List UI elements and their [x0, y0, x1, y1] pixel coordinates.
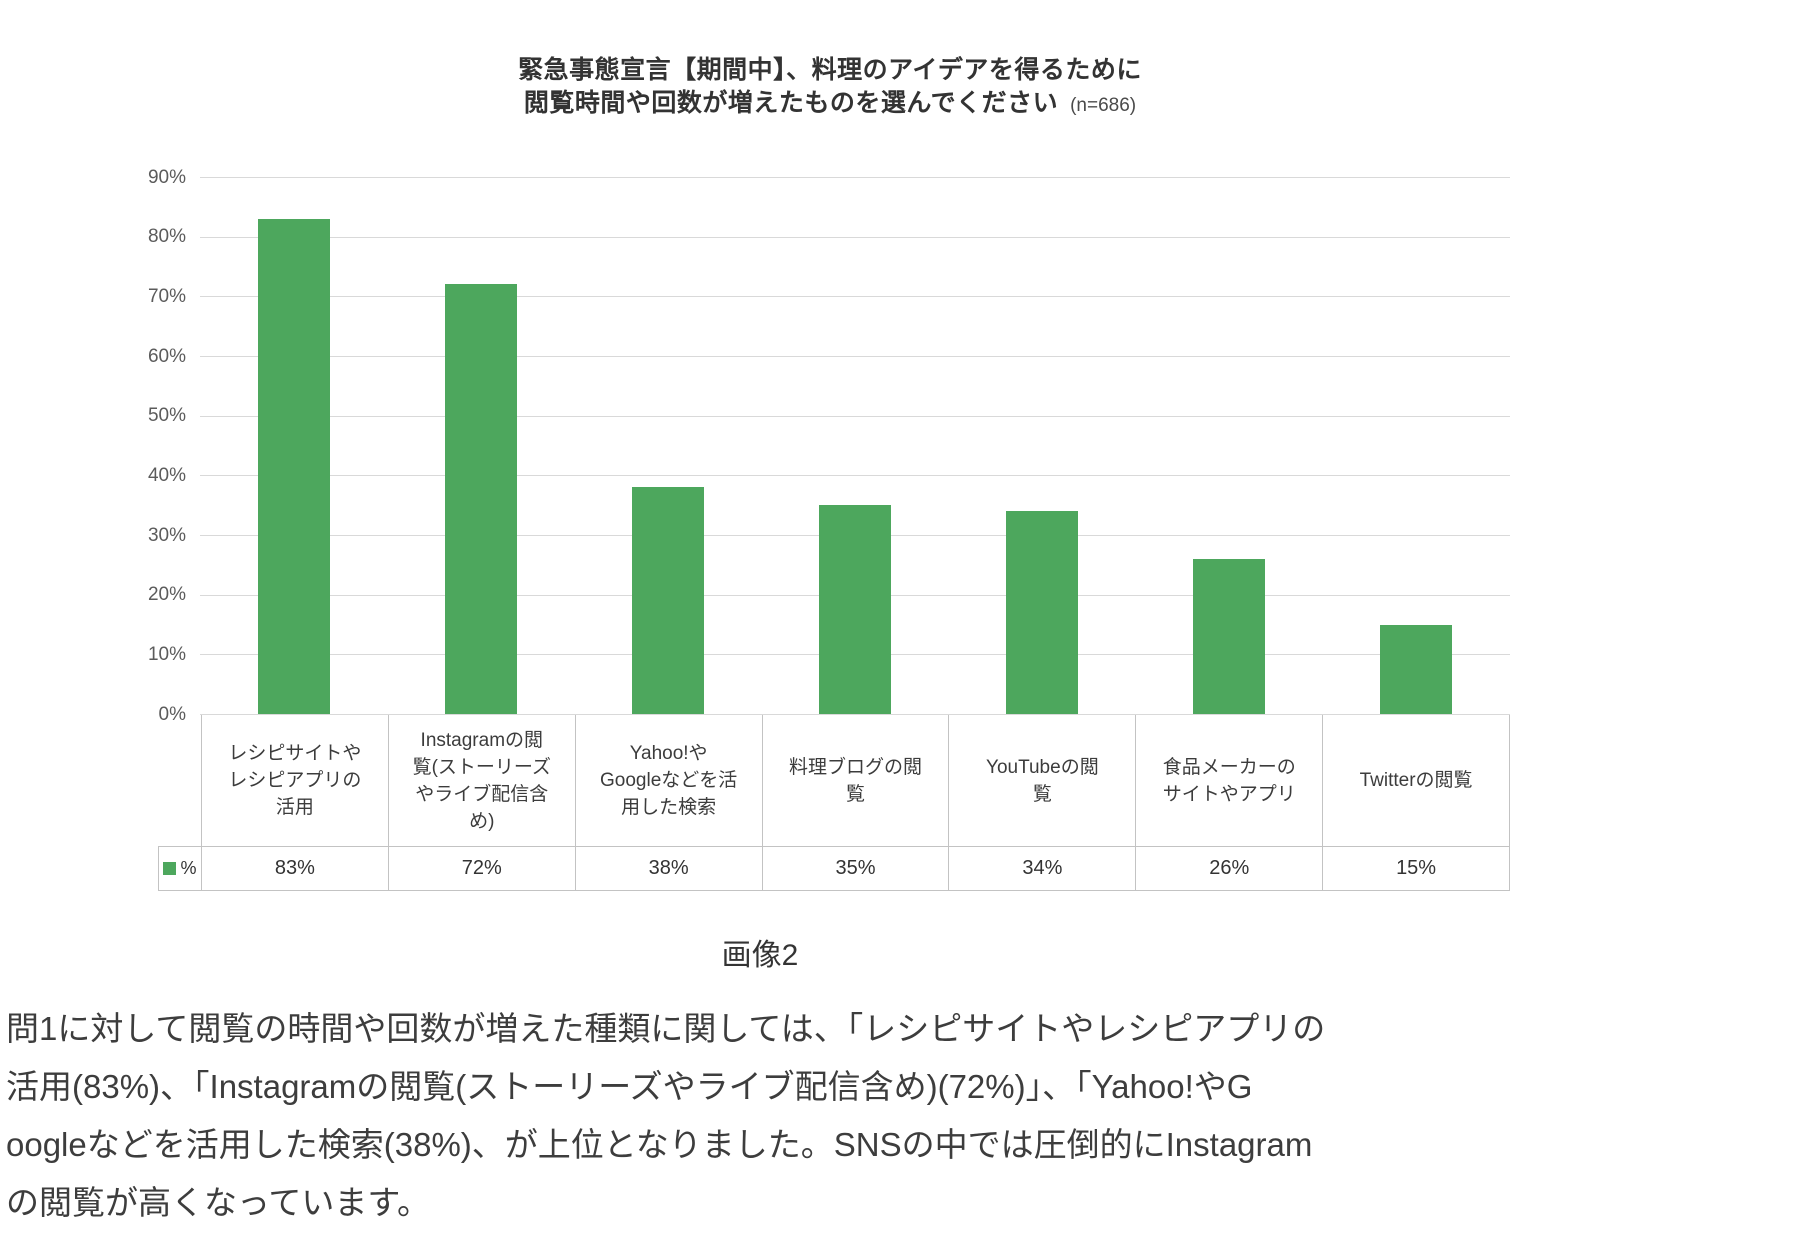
y-axis-tick: 0% [158, 703, 186, 725]
y-axis-tick: 90% [147, 166, 186, 188]
gridline: 50% [148, 405, 1510, 426]
value-label: 35% [761, 846, 950, 891]
y-axis-tick: 20% [147, 584, 186, 606]
plot-area: 90% 80% 70% 60% 50% 40% 30% 20% 10% 0% [148, 167, 1510, 725]
bar [257, 218, 330, 714]
chart-title-line2: 閲覧時間や回数が増えたものを選んでください (n=686) [150, 87, 1510, 122]
y-axis-tick: 60% [147, 345, 186, 367]
paragraph-line: 活用(83%)、「Instagramの閲覧(ストーリーズやライブ配信含め)(72… [6, 1068, 1253, 1105]
bar [1006, 511, 1079, 714]
bar-column [574, 487, 761, 714]
y-axis-tick: 80% [147, 226, 186, 248]
bar-column [387, 284, 574, 714]
category-row: レシピサイトや レシピアプリの 活用 Instagramの閲 覧(ストーリーズ や… [158, 714, 1511, 847]
bar [444, 284, 517, 714]
gridline: 0% [159, 704, 1510, 725]
gridline: 60% [148, 346, 1510, 367]
value-label: 15% [1322, 846, 1511, 891]
bar-column [200, 218, 387, 714]
bar-column [761, 505, 948, 714]
bar [1193, 558, 1266, 714]
bar [1380, 624, 1453, 714]
category-label: YouTubeの閲 覧 [948, 714, 1137, 847]
chart-title-line2-text: 閲覧時間や回数が増えたものを選んでください [523, 89, 1059, 117]
gridline: 40% [148, 465, 1510, 486]
value-row: % 83% 72% 38% 35% 34% 26% 15% [158, 846, 1511, 891]
y-axis-tick: 40% [147, 464, 186, 486]
series-legend: % [158, 846, 202, 891]
bar [631, 487, 704, 714]
category-label: Twitterの閲覧 [1322, 714, 1511, 847]
category-label: レシピサイトや レシピアプリの 活用 [201, 714, 389, 847]
legend-swatch-icon [163, 862, 177, 875]
data-table: レシピサイトや レシピアプリの 活用 Instagramの閲 覧(ストーリーズ や… [158, 714, 1511, 891]
image-caption: 画像2 [721, 939, 799, 972]
value-label: 72% [387, 846, 576, 891]
y-axis-tick: 10% [147, 643, 186, 665]
sample-size-note: (n=686) [1070, 95, 1137, 116]
y-axis-tick: 30% [147, 524, 186, 546]
value-label: 34% [948, 846, 1137, 891]
bar-column [949, 511, 1136, 714]
paragraph-line: の閲覧が高くなっています。 [6, 1184, 431, 1221]
gridline: 70% [148, 286, 1510, 307]
gridline: 90% [148, 167, 1510, 188]
gridline: 80% [148, 226, 1510, 247]
legend-spacer [158, 714, 202, 847]
y-axis-tick: 70% [147, 285, 186, 307]
legend-label: % [180, 858, 197, 878]
value-label: 38% [574, 846, 763, 891]
category-label: Instagramの閲 覧(ストーリーズ やライブ配信含 め) [387, 714, 576, 847]
paragraph-line: 問1に対して閲覧の時間や回数が増えた種類に関しては、「レシピサイトやレシピアプリ… [6, 1010, 1326, 1047]
bar [818, 505, 891, 714]
category-label: Yahoo!や Googleなどを活 用した検索 [574, 714, 763, 847]
chart-title-line1: 緊急事態宣言【期間中】、料理のアイデアを得るために [518, 56, 1142, 84]
bar-column [1323, 624, 1510, 714]
category-label: 食品メーカーの サイトやアプリ [1135, 714, 1324, 847]
category-label: 料理ブログの閲 覧 [761, 714, 950, 847]
bars-layer [200, 177, 1510, 714]
chart-title: 緊急事態宣言【期間中】、料理のアイデアを得るために 閲覧時間や回数が増えたものを… [150, 54, 1510, 122]
paragraph-line: oogleなどを活用した検索(38%)、が上位となりました。SNSの中では圧倒的… [6, 1126, 1313, 1163]
value-label: 26% [1135, 846, 1324, 891]
value-label: 83% [201, 846, 389, 891]
chart-figure: 緊急事態宣言【期間中】、料理のアイデアを得るために 閲覧時間や回数が増えたものを… [148, 42, 1511, 891]
body-paragraph: 問1に対して閲覧の時間や回数が増えた種類に関しては、「レシピサイトやレシピアプリ… [6, 1000, 1790, 1232]
bar-column [1136, 558, 1323, 714]
y-axis-tick: 50% [147, 405, 186, 427]
